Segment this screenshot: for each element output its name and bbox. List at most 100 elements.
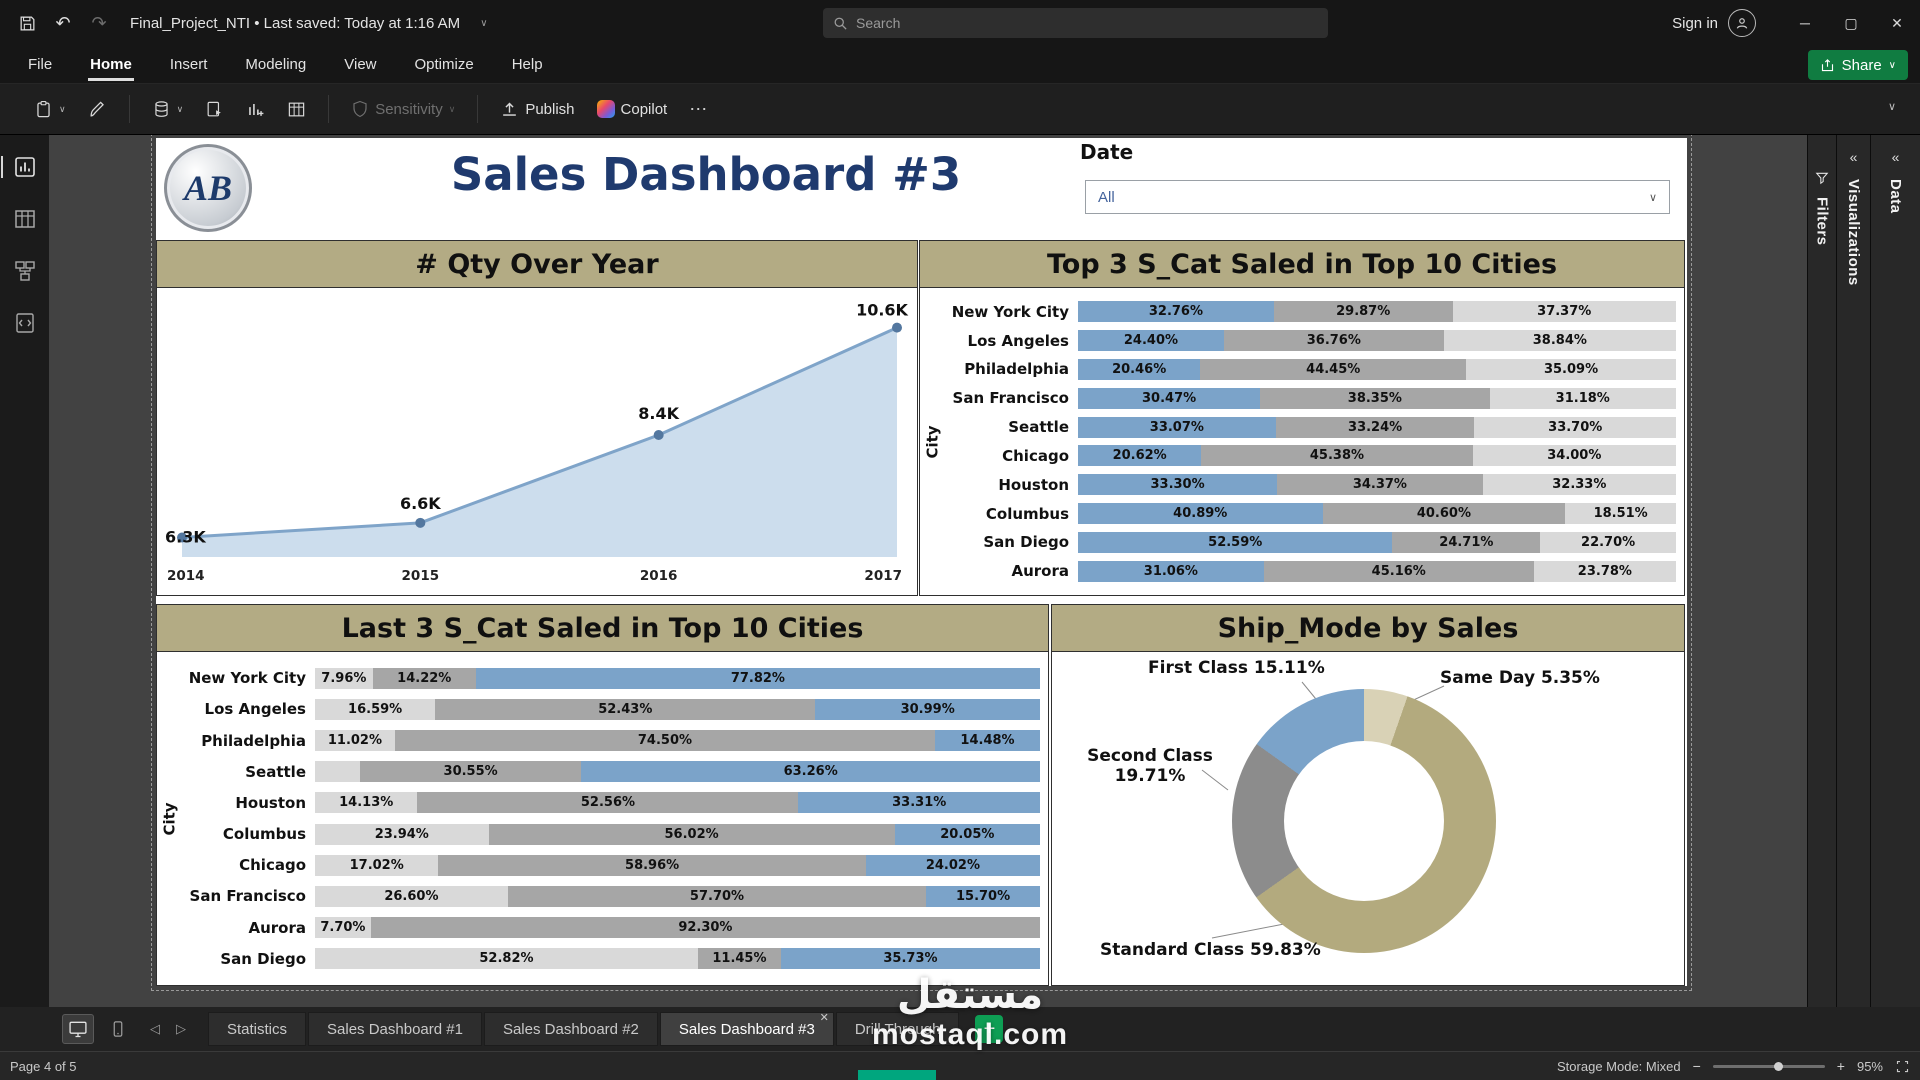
- bar-segment[interactable]: 22.70%: [1540, 531, 1676, 553]
- bar-segment[interactable]: 34.37%: [1277, 474, 1483, 496]
- qty-over-year-chart[interactable]: # Qty Over Year 6.3K 6.6K 8.4K 10.6K 2014 201…: [156, 240, 918, 596]
- bar-segment[interactable]: 26.60%: [315, 885, 508, 907]
- sign-in-link[interactable]: Sign in: [1672, 14, 1718, 32]
- menu-modeling[interactable]: Modeling: [245, 56, 307, 73]
- zoom-slider[interactable]: [1712, 1061, 1825, 1071]
- stacked-bar[interactable]: 11.02% 74.50% 14.48%: [315, 730, 1040, 752]
- expand-chevron-icon[interactable]: «: [1849, 149, 1858, 165]
- zoom-out-button[interactable]: −: [1692, 1058, 1701, 1074]
- bar-segment[interactable]: 74.50%: [394, 730, 936, 752]
- bar-segment[interactable]: 14.13%: [315, 792, 418, 814]
- account-avatar[interactable]: [1728, 9, 1756, 37]
- tab-statistics[interactable]: Statistics: [208, 1012, 307, 1046]
- bar-segment[interactable]: 20.46%: [1078, 358, 1201, 380]
- share-button[interactable]: Share ∨: [1807, 50, 1908, 80]
- tab-sales-dashboard-1[interactable]: Sales Dashboard #1: [308, 1012, 482, 1046]
- stacked-bar[interactable]: 26.60% 57.70% 15.70%: [315, 885, 1040, 907]
- bar-segment[interactable]: 45.16%: [1263, 560, 1534, 582]
- bar-segment[interactable]: 14.22%: [372, 667, 476, 689]
- sensitivity-button[interactable]: Sensitivity ∨: [351, 100, 455, 118]
- data-pane-collapsed[interactable]: « Data: [1870, 135, 1920, 1007]
- bar-segment[interactable]: 37.37%: [1452, 301, 1676, 323]
- stacked-bar[interactable]: 17.02% 58.96% 24.02%: [315, 854, 1040, 876]
- redo-icon[interactable]: ↷: [91, 12, 107, 33]
- bar-segment[interactable]: 29.87%: [1273, 301, 1453, 323]
- mobile-layout-button[interactable]: [102, 1014, 134, 1044]
- bar-segment[interactable]: 92.30%: [370, 917, 1040, 939]
- menu-view[interactable]: View: [344, 56, 377, 73]
- project-title-chevron-icon[interactable]: ∨: [480, 17, 488, 29]
- last3-scat-chart[interactable]: Last 3 S_Cat Saled in Top 10 Cities City…: [156, 604, 1049, 986]
- bar-segment[interactable]: 30.99%: [815, 698, 1040, 720]
- ship-mode-chart[interactable]: Ship_Mode by Sales First Class 15.11% Sa…: [1051, 604, 1685, 986]
- paste-button[interactable]: ∨: [34, 100, 66, 119]
- maximize-button[interactable]: ▢: [1844, 14, 1858, 31]
- table-button[interactable]: [287, 100, 306, 119]
- bar-segment[interactable]: 56.02%: [488, 823, 895, 845]
- stacked-bar[interactable]: 7.96% 14.22% 77.82%: [315, 667, 1040, 689]
- table-view-button[interactable]: [8, 203, 42, 235]
- menu-home[interactable]: Home: [88, 48, 134, 81]
- search-box[interactable]: [823, 8, 1328, 38]
- donut-chart[interactable]: [1232, 689, 1496, 953]
- bar-segment[interactable]: 33.30%: [1078, 474, 1278, 496]
- dax-query-view-button[interactable]: [8, 307, 42, 339]
- bar-segment[interactable]: 36.76%: [1223, 330, 1444, 352]
- filters-pane-collapsed[interactable]: Filters: [1807, 135, 1836, 1007]
- bar-segment[interactable]: 23.78%: [1533, 560, 1676, 582]
- bar-segment[interactable]: 23.94%: [315, 823, 489, 845]
- bar-segment[interactable]: 44.45%: [1200, 358, 1467, 380]
- bar-segment[interactable]: 45.38%: [1201, 445, 1473, 467]
- stacked-bar[interactable]: 52.59% 24.71% 22.70%: [1078, 531, 1676, 553]
- ribbon-more-button[interactable]: ⋯: [689, 98, 710, 119]
- bar-segment[interactable]: 24.02%: [865, 854, 1040, 876]
- ribbon-collapse-chevron-icon[interactable]: ∨: [1887, 101, 1896, 113]
- save-icon[interactable]: [16, 12, 38, 34]
- stacked-bar[interactable]: 33.30% 34.37% 32.33%: [1078, 474, 1676, 496]
- stacked-bar[interactable]: 32.76% 29.87% 37.37%: [1078, 301, 1676, 323]
- bar-segment[interactable]: 35.09%: [1466, 358, 1676, 380]
- stacked-bar[interactable]: 16.59% 52.43% 30.99%: [315, 698, 1040, 720]
- bar-segment[interactable]: 57.70%: [507, 885, 927, 907]
- bar-segment[interactable]: [315, 761, 360, 783]
- bar-segment[interactable]: 20.05%: [894, 823, 1040, 845]
- bar-segment[interactable]: 40.60%: [1322, 503, 1566, 524]
- close-button[interactable]: ✕: [1891, 14, 1903, 31]
- close-tab-icon[interactable]: ✕: [819, 1012, 829, 1024]
- minimize-button[interactable]: ─: [1800, 15, 1810, 31]
- visualizations-pane-collapsed[interactable]: « Visualizations: [1836, 135, 1870, 1007]
- bar-segment[interactable]: 58.96%: [438, 854, 866, 876]
- stacked-bar[interactable]: 52.82% 11.45% 35.73%: [315, 948, 1040, 970]
- bar-segment[interactable]: 17.02%: [315, 854, 439, 876]
- bar-segment[interactable]: 33.07%: [1078, 416, 1276, 438]
- bar-segment[interactable]: 24.71%: [1392, 531, 1541, 553]
- expand-chevron-icon[interactable]: «: [1891, 149, 1900, 165]
- stacked-bar[interactable]: 30.47% 38.35% 31.18%: [1078, 387, 1676, 409]
- bar-segment[interactable]: 33.31%: [798, 792, 1040, 814]
- bar-segment[interactable]: 52.82%: [315, 948, 698, 970]
- get-data-button[interactable]: ∨: [152, 100, 183, 119]
- tab-sales-dashboard-3[interactable]: Sales Dashboard #3 ✕: [659, 1012, 834, 1046]
- publish-button[interactable]: Publish: [500, 100, 575, 119]
- report-page[interactable]: AB Sales Dashboard #3 Date All ∨ # Qty O…: [151, 135, 1692, 991]
- prev-page-arrow[interactable]: ◁: [150, 1021, 160, 1036]
- bar-segment[interactable]: 32.76%: [1078, 301, 1274, 323]
- zoom-in-button[interactable]: +: [1836, 1058, 1845, 1074]
- new-visual-button[interactable]: [246, 100, 265, 119]
- stacked-bar[interactable]: 14.13% 52.56% 33.31%: [315, 792, 1040, 814]
- top3-scat-chart[interactable]: Top 3 S_Cat Saled in Top 10 Cities City …: [919, 240, 1685, 596]
- search-input[interactable]: [856, 15, 1318, 31]
- tab-drill-through[interactable]: Drill Through: [835, 1012, 960, 1046]
- bar-segment[interactable]: 7.70%: [315, 917, 371, 939]
- stacked-bar[interactable]: 30.55% 63.26%: [315, 761, 1040, 783]
- transform-data-button[interactable]: [205, 100, 224, 119]
- bar-segment[interactable]: 33.70%: [1474, 416, 1676, 438]
- bar-segment[interactable]: 34.00%: [1472, 445, 1676, 467]
- bar-segment[interactable]: 32.33%: [1482, 474, 1676, 496]
- model-view-button[interactable]: [8, 255, 42, 287]
- menu-insert[interactable]: Insert: [169, 56, 208, 73]
- bar-segment[interactable]: 18.51%: [1565, 503, 1676, 524]
- date-slicer-dropdown[interactable]: All ∨: [1085, 180, 1670, 214]
- next-page-arrow[interactable]: ▷: [176, 1021, 186, 1036]
- menu-help[interactable]: Help: [511, 56, 543, 73]
